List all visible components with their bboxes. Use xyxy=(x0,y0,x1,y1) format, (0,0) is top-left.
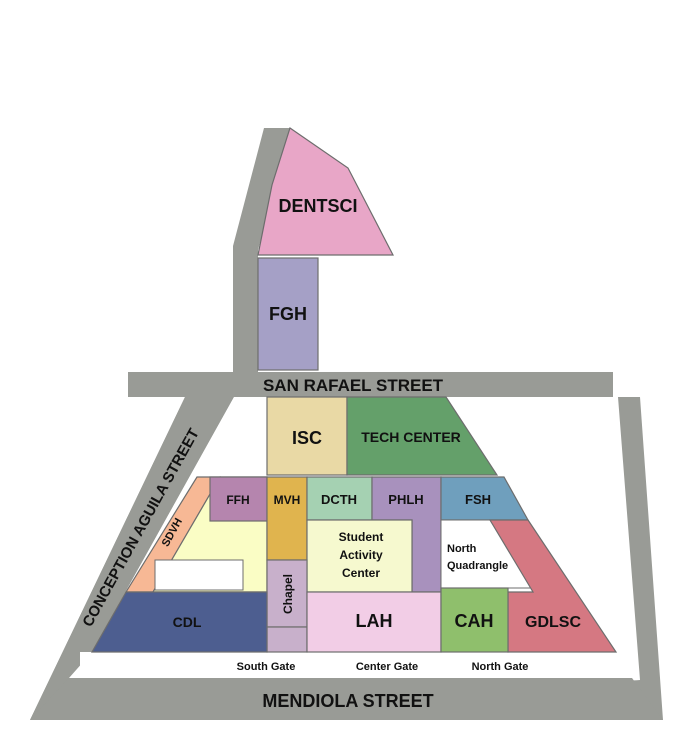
label-cdl: CDL xyxy=(173,614,202,630)
courtyard-cutout xyxy=(154,559,244,591)
building-dentsci[interactable] xyxy=(257,127,394,256)
gate-strip xyxy=(80,652,632,678)
label-phlh: PHLH xyxy=(388,492,423,507)
label-tech-center: TECH CENTER xyxy=(361,429,461,445)
label-mendiola-street: MENDIOLA STREET xyxy=(262,691,433,711)
label-mvh: MVH xyxy=(274,493,301,507)
streets xyxy=(30,128,663,720)
building-student-activity-center[interactable] xyxy=(306,519,413,593)
label-fsh: FSH xyxy=(465,492,491,507)
conception-aguila-street xyxy=(30,397,234,720)
building-mvh[interactable] xyxy=(266,476,308,561)
label-ffh: FFH xyxy=(226,493,249,507)
mendiola-street xyxy=(30,678,663,720)
building-chapel[interactable] xyxy=(266,559,308,628)
building-tech-center[interactable] xyxy=(346,396,499,476)
label-chapel: Chapel xyxy=(281,574,295,614)
label-dentsci: DENTSCI xyxy=(278,196,357,216)
label-student-activity-center-1: Student xyxy=(339,530,384,544)
label-student-activity-center-3: Center xyxy=(342,566,380,580)
chapel-annex xyxy=(266,626,308,653)
building-ffh[interactable] xyxy=(209,476,268,522)
building-lah[interactable] xyxy=(306,591,442,653)
label-north-quadrangle-1: North xyxy=(447,543,477,555)
north-access-road xyxy=(233,128,290,372)
label-north-gate: North Gate xyxy=(472,661,529,673)
label-isc: ISC xyxy=(292,428,322,448)
label-fgh: FGH xyxy=(269,304,307,324)
building-cdl[interactable] xyxy=(90,591,268,653)
label-lah: LAH xyxy=(356,611,393,631)
label-south-gate: South Gate xyxy=(237,661,296,673)
label-gdlsc: GDLSC xyxy=(525,614,581,631)
label-north-quadrangle-2: Quadrangle xyxy=(447,560,508,572)
label-dcth: DCTH xyxy=(321,492,357,507)
building-fgh[interactable] xyxy=(257,257,319,371)
label-center-gate: Center Gate xyxy=(356,661,418,673)
label-student-activity-center-2: Activity xyxy=(339,548,383,562)
building-isc[interactable] xyxy=(266,396,348,476)
label-cah: CAH xyxy=(455,611,494,631)
label-san-rafael-street: SAN RAFAEL STREET xyxy=(263,376,444,395)
building-cah[interactable] xyxy=(440,587,509,653)
san-rafael-street xyxy=(128,372,613,397)
